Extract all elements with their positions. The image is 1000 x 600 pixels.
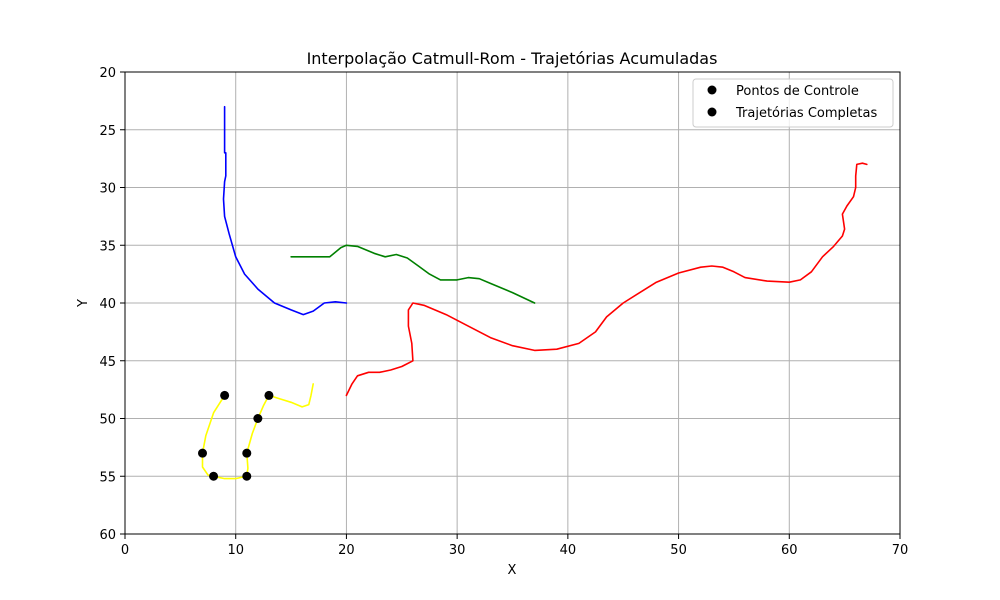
y-tick-label: 45 xyxy=(99,355,116,370)
control-point-marker xyxy=(209,471,219,481)
legend: Pontos de Controle Trajetórias Completas xyxy=(692,78,894,128)
legend-box xyxy=(692,78,894,128)
axis-ticks: 0 10 20 30 40 50 60 70 20 25 30 35 40 45 50 55 60 xyxy=(99,66,908,558)
y-tick-label: 30 xyxy=(99,182,116,197)
y-tick-label: 50 xyxy=(99,413,116,428)
y-tick-label: 55 xyxy=(99,470,116,485)
y-tick-label: 60 xyxy=(99,528,116,543)
x-tick-label: 40 xyxy=(560,543,577,558)
control-point-marker xyxy=(242,471,252,481)
series-layer xyxy=(201,105,868,480)
x-tick-label: 60 xyxy=(781,543,798,558)
x-tick-label: 50 xyxy=(670,543,687,558)
series-line-green xyxy=(290,244,536,304)
series-line-red xyxy=(345,162,868,397)
legend-marker-control-points xyxy=(707,85,717,95)
x-tick-label: 10 xyxy=(227,543,244,558)
y-tick-label: 25 xyxy=(99,124,116,139)
x-tick-label: 30 xyxy=(449,543,466,558)
control-point-marker xyxy=(198,448,207,458)
control-point-marker xyxy=(220,390,230,400)
x-tick-label: 70 xyxy=(892,543,909,558)
legend-label-control-points: Pontos de Controle xyxy=(736,84,859,99)
y-tick-label: 35 xyxy=(99,239,116,254)
y-axis-title: Y xyxy=(76,299,91,308)
y-tick-label: 40 xyxy=(99,297,116,312)
chart-title: Interpolação Catmull-Rom - Trajetórias A… xyxy=(307,49,718,68)
legend-label-trajectories: Trajetórias Completas xyxy=(735,106,877,121)
y-tick-label: 20 xyxy=(99,66,116,81)
x-axis-title: X xyxy=(508,563,517,578)
series-line-blue xyxy=(222,105,348,316)
control-point-marker xyxy=(264,390,274,400)
legend-marker-trajectories xyxy=(707,107,717,117)
control-points xyxy=(198,390,274,481)
control-point-marker xyxy=(253,414,263,423)
x-tick-label: 20 xyxy=(338,543,355,558)
x-tick-label: 0 xyxy=(121,543,129,558)
control-point-marker xyxy=(242,448,252,458)
series-line-yellow xyxy=(201,383,315,480)
